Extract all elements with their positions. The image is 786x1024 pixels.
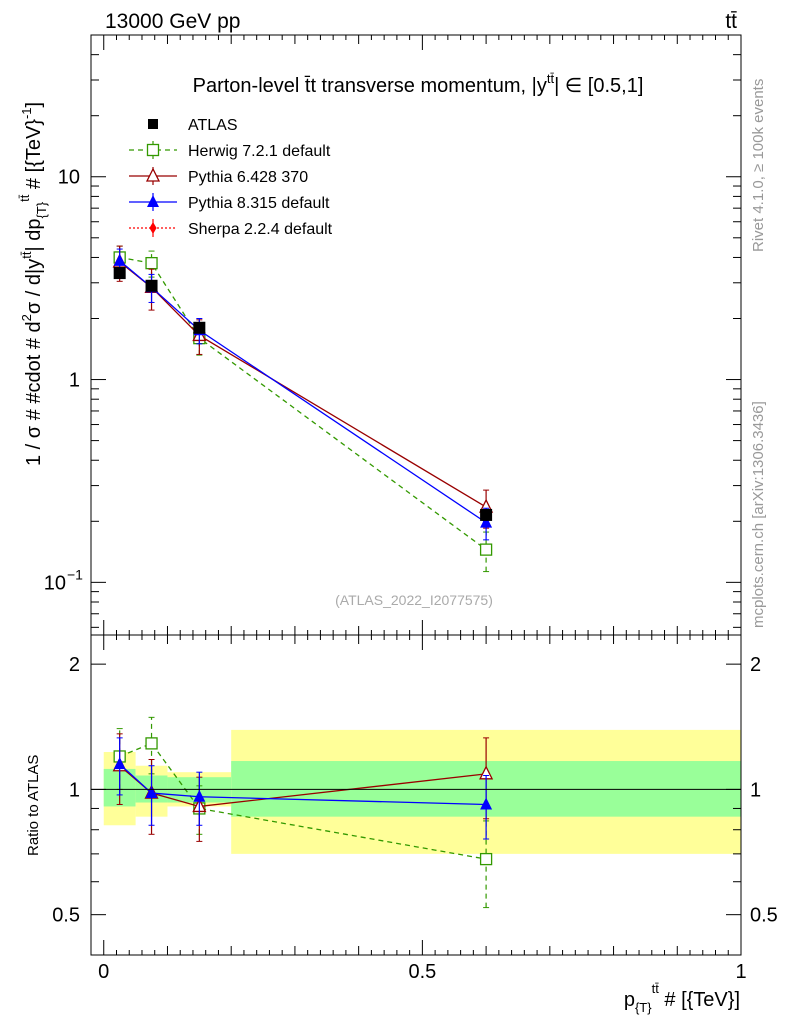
ratio-y-tick-label: 1 — [69, 779, 80, 801]
x-tick-label: 1 — [735, 961, 746, 983]
main-herwig-7-2-1-default-point — [145, 256, 158, 270]
y-tick-label: 10 — [58, 167, 80, 189]
side-label-rivet: Rivet 4.1.0, ≥ 100k events — [750, 79, 767, 252]
x-axis-label: p{T}tt̄ # [{TeV}] — [624, 981, 740, 1015]
analysis-watermark: (ATLAS_2022_I2077575) — [335, 592, 493, 608]
chart-title: Parton-level t̄t transverse momentum, |y… — [193, 71, 644, 97]
ratio-y-axis-label: Ratio to ATLAS — [25, 755, 42, 856]
legend-marker-sherpa-2-2-4-default — [149, 222, 157, 234]
ratio-pythia-8-315-default-point — [193, 789, 206, 802]
side-label-mcplots: mcplots.cern.ch [arXiv:1306.3436] — [750, 401, 767, 628]
ratio-y-tick-label: 0.5 — [52, 905, 80, 927]
legend-label-pythia-6-428-370: Pythia 6.428 370 — [188, 169, 308, 186]
legend: ATLAS Herwig 7.2.1 default Pythia 6.428 37… — [129, 117, 333, 238]
ratio-pythia-8-315-default-point — [145, 786, 158, 799]
main-atlas-point — [113, 267, 126, 280]
x-tick-label: 0 — [98, 961, 109, 983]
main-atlas-point — [145, 279, 158, 292]
chart-title-tail: | ∈ [0.5,1] — [554, 75, 643, 97]
ratio-y-tick-label-right: 2 — [750, 654, 761, 676]
y-axis-label: 1 / σ # #cdot # d2σ / d|ytt̄| dp{T}tt̄ #… — [17, 102, 49, 466]
x-tick-label: 0.5 — [408, 961, 436, 983]
legend-marker-herwig-7-2-1-default — [146, 143, 160, 157]
legend-marker-pythia-8-315-default — [147, 195, 159, 207]
main-herwig-7-2-1-default-line — [119, 256, 487, 551]
main-herwig-7-2-1-default-point — [479, 543, 493, 556]
main-plot-area — [112, 245, 494, 573]
ratio-herwig-7-2-1-default-point — [145, 737, 158, 750]
legend-marker-atlas — [148, 119, 158, 129]
chart-title-sup: tt̄ — [547, 71, 555, 86]
y-tick-label-exponent: −1 — [67, 566, 83, 582]
ratio-herwig-7-2-1-default-point — [479, 852, 493, 866]
main-atlas-point — [480, 508, 493, 521]
ratio-pythia-8-315-default-line — [119, 763, 487, 806]
ratio-plot-area — [112, 716, 494, 909]
legend-label-herwig-7-2-1-default: Herwig 7.2.1 default — [188, 143, 331, 160]
main-pythia-8-315-default-point — [480, 515, 493, 528]
header-right: tt̄ — [725, 10, 737, 33]
header-left: 13000 GeV pp — [105, 10, 240, 33]
main-atlas-point — [193, 321, 206, 334]
ratio-pythia-8-315-default-point — [113, 757, 126, 770]
legend-marker-pythia-6-428-370 — [145, 167, 161, 182]
legend-label-pythia-8-315-default: Pythia 8.315 default — [188, 195, 330, 212]
y-tick-label: 10 — [44, 572, 66, 594]
ratio-y-tick-label-right: 1 — [750, 779, 761, 801]
ratio-frame — [90, 634, 742, 956]
ratio-herwig-7-2-1-default-line — [119, 742, 487, 860]
ratio-y-tick-label-right: 0.5 — [750, 905, 778, 927]
ratio-y-tick-label: 2 — [69, 654, 80, 676]
main-pythia-8-315-default-point — [113, 253, 126, 266]
main-pythia-8-315-default-line — [119, 260, 487, 524]
y-tick-label: 1 — [69, 370, 80, 392]
chart-title-main: Parton-level t̄t transverse momentum, |y — [193, 75, 547, 97]
legend-label-atlas: ATLAS — [188, 117, 238, 134]
ratio-pythia-8-315-default-point — [480, 797, 493, 810]
legend-label-sherpa-2-2-4-default: Sherpa 2.2.4 default — [188, 221, 333, 238]
